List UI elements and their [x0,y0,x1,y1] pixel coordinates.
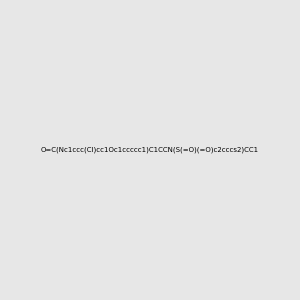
Text: O=C(Nc1ccc(Cl)cc1Oc1ccccc1)C1CCN(S(=O)(=O)c2cccs2)CC1: O=C(Nc1ccc(Cl)cc1Oc1ccccc1)C1CCN(S(=O)(=… [41,147,259,153]
